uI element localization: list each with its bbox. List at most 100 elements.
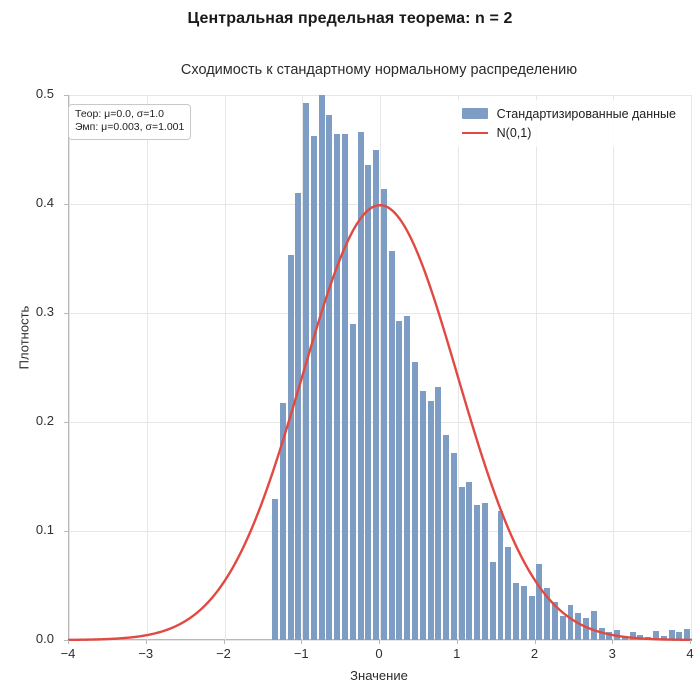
gridline-horizontal (69, 640, 691, 641)
histogram-bar (412, 362, 418, 640)
x-tick-mark (68, 640, 69, 644)
y-tick-label: 0.1 (35, 522, 54, 537)
histogram-bar (373, 149, 380, 640)
axes-title: Сходимость к стандартному нормальному ра… (180, 62, 578, 78)
gridline-vertical (224, 95, 226, 640)
x-tick-mark (301, 640, 303, 644)
x-tick-mark (456, 640, 458, 644)
histogram-bar (404, 316, 411, 640)
x-tick-mark (612, 640, 614, 644)
legend-bar-swatch-icon (461, 108, 488, 119)
histogram-bar (342, 134, 348, 640)
histogram-bar (583, 618, 590, 640)
y-tick-mark (64, 204, 68, 205)
histogram-bar (318, 95, 325, 640)
gridline-vertical (691, 95, 692, 640)
y-tick-label: 0.0 (35, 631, 54, 646)
legend: Стандартизированные данные N(0,1) (455, 100, 684, 147)
histogram-bar (528, 596, 535, 640)
gridline-vertical (457, 95, 459, 640)
legend-label-histogram: Стандартизированные данные (496, 106, 676, 121)
histogram-bar (388, 250, 395, 640)
y-tick-mark (64, 95, 68, 96)
legend-label-normal: N(0,1) (496, 125, 532, 140)
histogram-bar (357, 132, 364, 640)
y-tick-mark (64, 422, 68, 423)
legend-item-normal: N(0,1) (461, 123, 676, 142)
histogram-bar (365, 164, 372, 640)
y-tick-mark (64, 313, 68, 314)
gridline-vertical (380, 95, 381, 640)
histogram-bar (435, 387, 442, 640)
x-tick-label: 0 (375, 646, 383, 661)
histogram-bar (606, 632, 613, 640)
gridline-vertical (613, 95, 615, 640)
histogram-bar (481, 502, 488, 640)
gridline-vertical (146, 95, 148, 640)
x-tick-label: 1 (453, 646, 461, 661)
histogram-bar (279, 403, 286, 640)
y-tick-label: 0.2 (35, 413, 54, 428)
x-tick-label: −2 (216, 646, 231, 661)
histogram-bar (287, 255, 294, 640)
x-tick-label: 3 (608, 646, 616, 661)
histogram-bar (489, 561, 496, 640)
histogram-bar (684, 629, 691, 640)
stats-theoretical-line: Теор: μ=0.0, σ=1.0 (75, 108, 164, 120)
gridline-vertical (69, 95, 70, 640)
plot-area (67, 95, 693, 642)
histogram-bar (419, 391, 426, 640)
histogram-bar (427, 401, 434, 640)
histogram-bar (513, 583, 520, 640)
x-tick-mark (534, 640, 536, 644)
histogram-bar (334, 134, 341, 640)
legend-item-histogram: Стандартизированные данные (461, 104, 676, 123)
histogram-bar (660, 635, 667, 640)
x-tick-label: 2 (530, 646, 539, 661)
x-tick-label: −3 (138, 646, 154, 661)
y-axis-label: Плотность (16, 305, 32, 370)
histogram-bar (544, 587, 551, 640)
y-tick-label: 0.3 (35, 304, 54, 319)
histogram-bar (474, 504, 481, 640)
histogram-bar (466, 481, 473, 640)
histogram-bar (505, 547, 512, 640)
gridline-vertical (535, 95, 537, 640)
histogram-bar (497, 511, 504, 640)
histogram-bar (559, 616, 566, 640)
y-tick-mark (64, 640, 68, 641)
legend-line-swatch-icon (461, 131, 488, 134)
x-axis-label: Значение (350, 668, 408, 683)
histogram-bar (676, 632, 683, 640)
histogram-bar (458, 487, 465, 640)
y-tick-mark (64, 531, 68, 532)
histogram-bar (520, 585, 527, 640)
x-tick-mark (145, 640, 147, 644)
histogram-bar (598, 628, 605, 640)
histogram-bar (668, 630, 675, 640)
histogram-bar (310, 136, 317, 640)
stats-empirical-line: Эмп: μ=0.003, σ=1.001 (75, 121, 185, 134)
gridline-vertical (302, 95, 304, 640)
x-tick-mark (379, 640, 380, 644)
histogram-bar (380, 188, 387, 640)
stats-annotation-box: Теор: μ=0.0, σ=1.0 Эмп: μ=0.003, σ=1.001 (68, 104, 192, 140)
x-tick-mark (690, 640, 691, 644)
histogram-bar (551, 601, 558, 640)
histogram-bar (590, 610, 597, 640)
histogram-bar (575, 612, 582, 640)
y-tick-label: 0.4 (35, 195, 54, 210)
histogram-bar (326, 114, 333, 640)
histogram-bar (567, 605, 574, 640)
x-tick-label: −1 (293, 646, 309, 661)
histogram-bar (443, 435, 450, 640)
histogram-bar (272, 499, 279, 640)
normal-pdf-curve (67, 203, 693, 642)
figure-title: Центральная предельная теорема: n = 2 (187, 10, 513, 27)
histogram-bar (349, 323, 356, 640)
histogram-bar (303, 102, 310, 640)
histogram-bar (295, 193, 302, 640)
histogram-bar (653, 631, 659, 640)
y-tick-label: 0.5 (35, 86, 54, 101)
